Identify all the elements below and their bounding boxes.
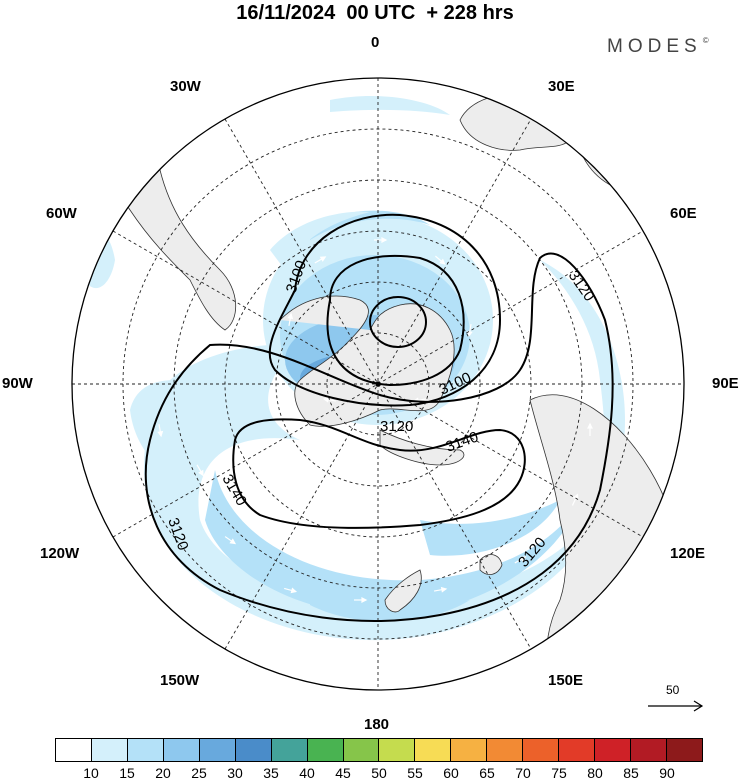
colorbar-tick-label: 75 bbox=[551, 765, 567, 781]
lon-label-90w: 90W bbox=[2, 375, 33, 392]
colorbar-swatch bbox=[415, 739, 452, 761]
pole-marker bbox=[375, 381, 381, 387]
colorbar bbox=[55, 738, 703, 762]
colorbar-swatch bbox=[91, 739, 128, 761]
colorbar-swatch bbox=[343, 739, 380, 761]
colorbar-tick-label: 35 bbox=[263, 765, 279, 781]
colorbar-tick-label: 60 bbox=[443, 765, 459, 781]
lon-label-30e: 30E bbox=[548, 78, 575, 95]
lon-label-60e: 60E bbox=[670, 205, 697, 222]
brand-logo: MODES© bbox=[607, 36, 709, 58]
reference-vector-label: 50 bbox=[666, 683, 680, 697]
reference-vector-arrow bbox=[648, 700, 704, 712]
brand-copyright: © bbox=[702, 36, 709, 45]
colorbar-swatch bbox=[666, 739, 702, 761]
colorbar-ticks: 10 15 20 25 30 35 40 45 50 55 60 65 70 75 80 85 90 bbox=[55, 765, 703, 783]
colorbar-swatch bbox=[523, 739, 560, 761]
forecast-title: 16/11/2024 00 UTC + 228 hrs bbox=[236, 2, 514, 24]
colorbar-tick-label: 30 bbox=[227, 765, 243, 781]
colorbar-swatch bbox=[307, 739, 344, 761]
lon-label-180: 180 bbox=[364, 716, 390, 733]
colorbar-swatch bbox=[56, 739, 92, 761]
colorbar-swatch bbox=[235, 739, 272, 761]
lon-label-0: 0 bbox=[371, 34, 380, 51]
lon-label-120e: 120E bbox=[670, 545, 706, 562]
lon-label-120w: 120W bbox=[40, 545, 80, 562]
colorbar-swatch bbox=[451, 739, 488, 761]
graticule bbox=[72, 78, 684, 690]
colorbar-tick-label: 50 bbox=[371, 765, 387, 781]
colorbar-swatch bbox=[163, 739, 200, 761]
colorbar-tick-label: 85 bbox=[623, 765, 639, 781]
brand-name: MODES bbox=[607, 36, 702, 57]
lon-label-150e: 150E bbox=[548, 672, 584, 689]
colorbar-tick-label: 80 bbox=[587, 765, 603, 781]
colorbar-swatch bbox=[595, 739, 631, 761]
colorbar-tick-label: 25 bbox=[191, 765, 207, 781]
lon-label-30w: 30W bbox=[170, 78, 201, 95]
colorbar-swatch bbox=[127, 739, 164, 761]
map-boundary bbox=[71, 77, 685, 691]
colorbar-tick-label: 45 bbox=[335, 765, 351, 781]
contour-label-3120-inner: 3120 bbox=[380, 418, 413, 435]
colorbar-swatch bbox=[199, 739, 236, 761]
colorbar-tick-label: 15 bbox=[119, 765, 135, 781]
colorbar-swatch bbox=[487, 739, 524, 761]
colorbar-tick-label: 40 bbox=[299, 765, 315, 781]
lon-label-60w: 60W bbox=[46, 205, 77, 222]
colorbar-swatch bbox=[379, 739, 416, 761]
height-contours bbox=[144, 213, 614, 622]
colorbar-tick-label: 70 bbox=[515, 765, 531, 781]
colorbar-swatch bbox=[559, 739, 596, 761]
colorbar-tick-label: 55 bbox=[407, 765, 423, 781]
colorbar-tick-label: 90 bbox=[659, 765, 675, 781]
colorbar-swatch bbox=[271, 739, 308, 761]
lon-label-150w: 150W bbox=[160, 672, 200, 689]
colorbar-tick-label: 10 bbox=[83, 765, 99, 781]
colorbar-tick-label: 20 bbox=[155, 765, 171, 781]
colorbar-swatch bbox=[631, 739, 667, 761]
lon-label-90e: 90E bbox=[712, 375, 739, 392]
colorbar-tick-label: 65 bbox=[479, 765, 495, 781]
wind-vectors bbox=[157, 237, 593, 603]
